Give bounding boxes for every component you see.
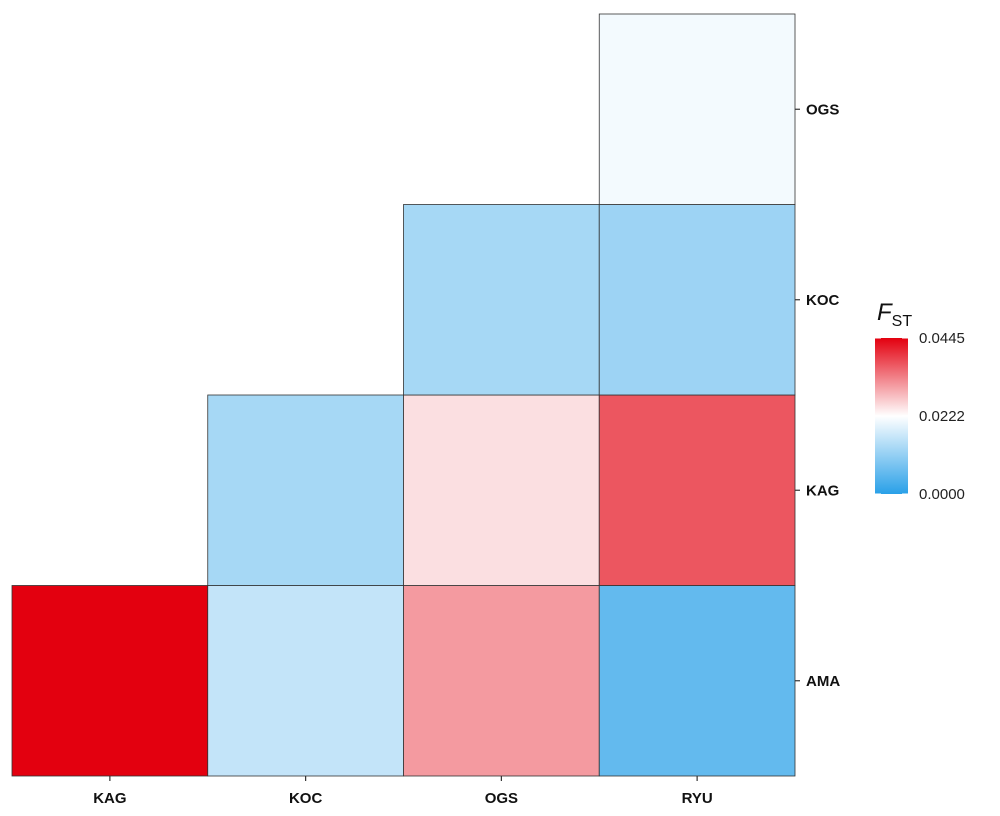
y-tick-label: AMA: [806, 673, 840, 690]
legend-tick-label: 0.0222: [919, 408, 965, 425]
legend-ticks: 0.0445 0.0222 0.0000: [875, 330, 965, 503]
heatmap-cell-ryu-ogs: [598, 13, 796, 205]
legend-tick-label: 0.0445: [919, 330, 965, 347]
legend-title-main: F: [877, 299, 893, 326]
x-tick-label: RYU: [682, 790, 713, 807]
heatmap-cell-koc-ama: [207, 585, 404, 777]
heatmap-cell-ryu-koc: [598, 204, 796, 396]
y-tick-label: KAG: [806, 482, 839, 499]
y-axis: AMA KAG KOC OGS: [795, 101, 840, 690]
y-tick-label: KOC: [806, 292, 840, 309]
heatmap-cell-ryu-ama: [598, 585, 796, 777]
legend-title: FST: [877, 299, 912, 330]
heatmap-cell-ryu-kag: [598, 394, 796, 586]
heatmap-cell-koc-kag: [207, 394, 404, 586]
x-axis: KAG KOC OGS RYU: [93, 776, 713, 807]
heatmap-cell-kag-ama: [11, 585, 209, 777]
color-legend: FST 0.0445 0.0222 0.0000: [875, 299, 965, 503]
legend-tick-label: 0.0000: [919, 486, 965, 503]
heatmap-cells: [11, 13, 796, 777]
x-tick-label: OGS: [485, 790, 518, 807]
x-tick-label: KOC: [289, 790, 323, 807]
y-tick-label: OGS: [806, 101, 839, 118]
heatmap-cell-ogs-kag: [403, 394, 600, 586]
x-tick-label: KAG: [93, 790, 126, 807]
heatmap-cell-ogs-ama: [403, 585, 600, 777]
heatmap-cell-ogs-koc: [403, 204, 600, 396]
legend-title-sub: ST: [892, 313, 913, 330]
